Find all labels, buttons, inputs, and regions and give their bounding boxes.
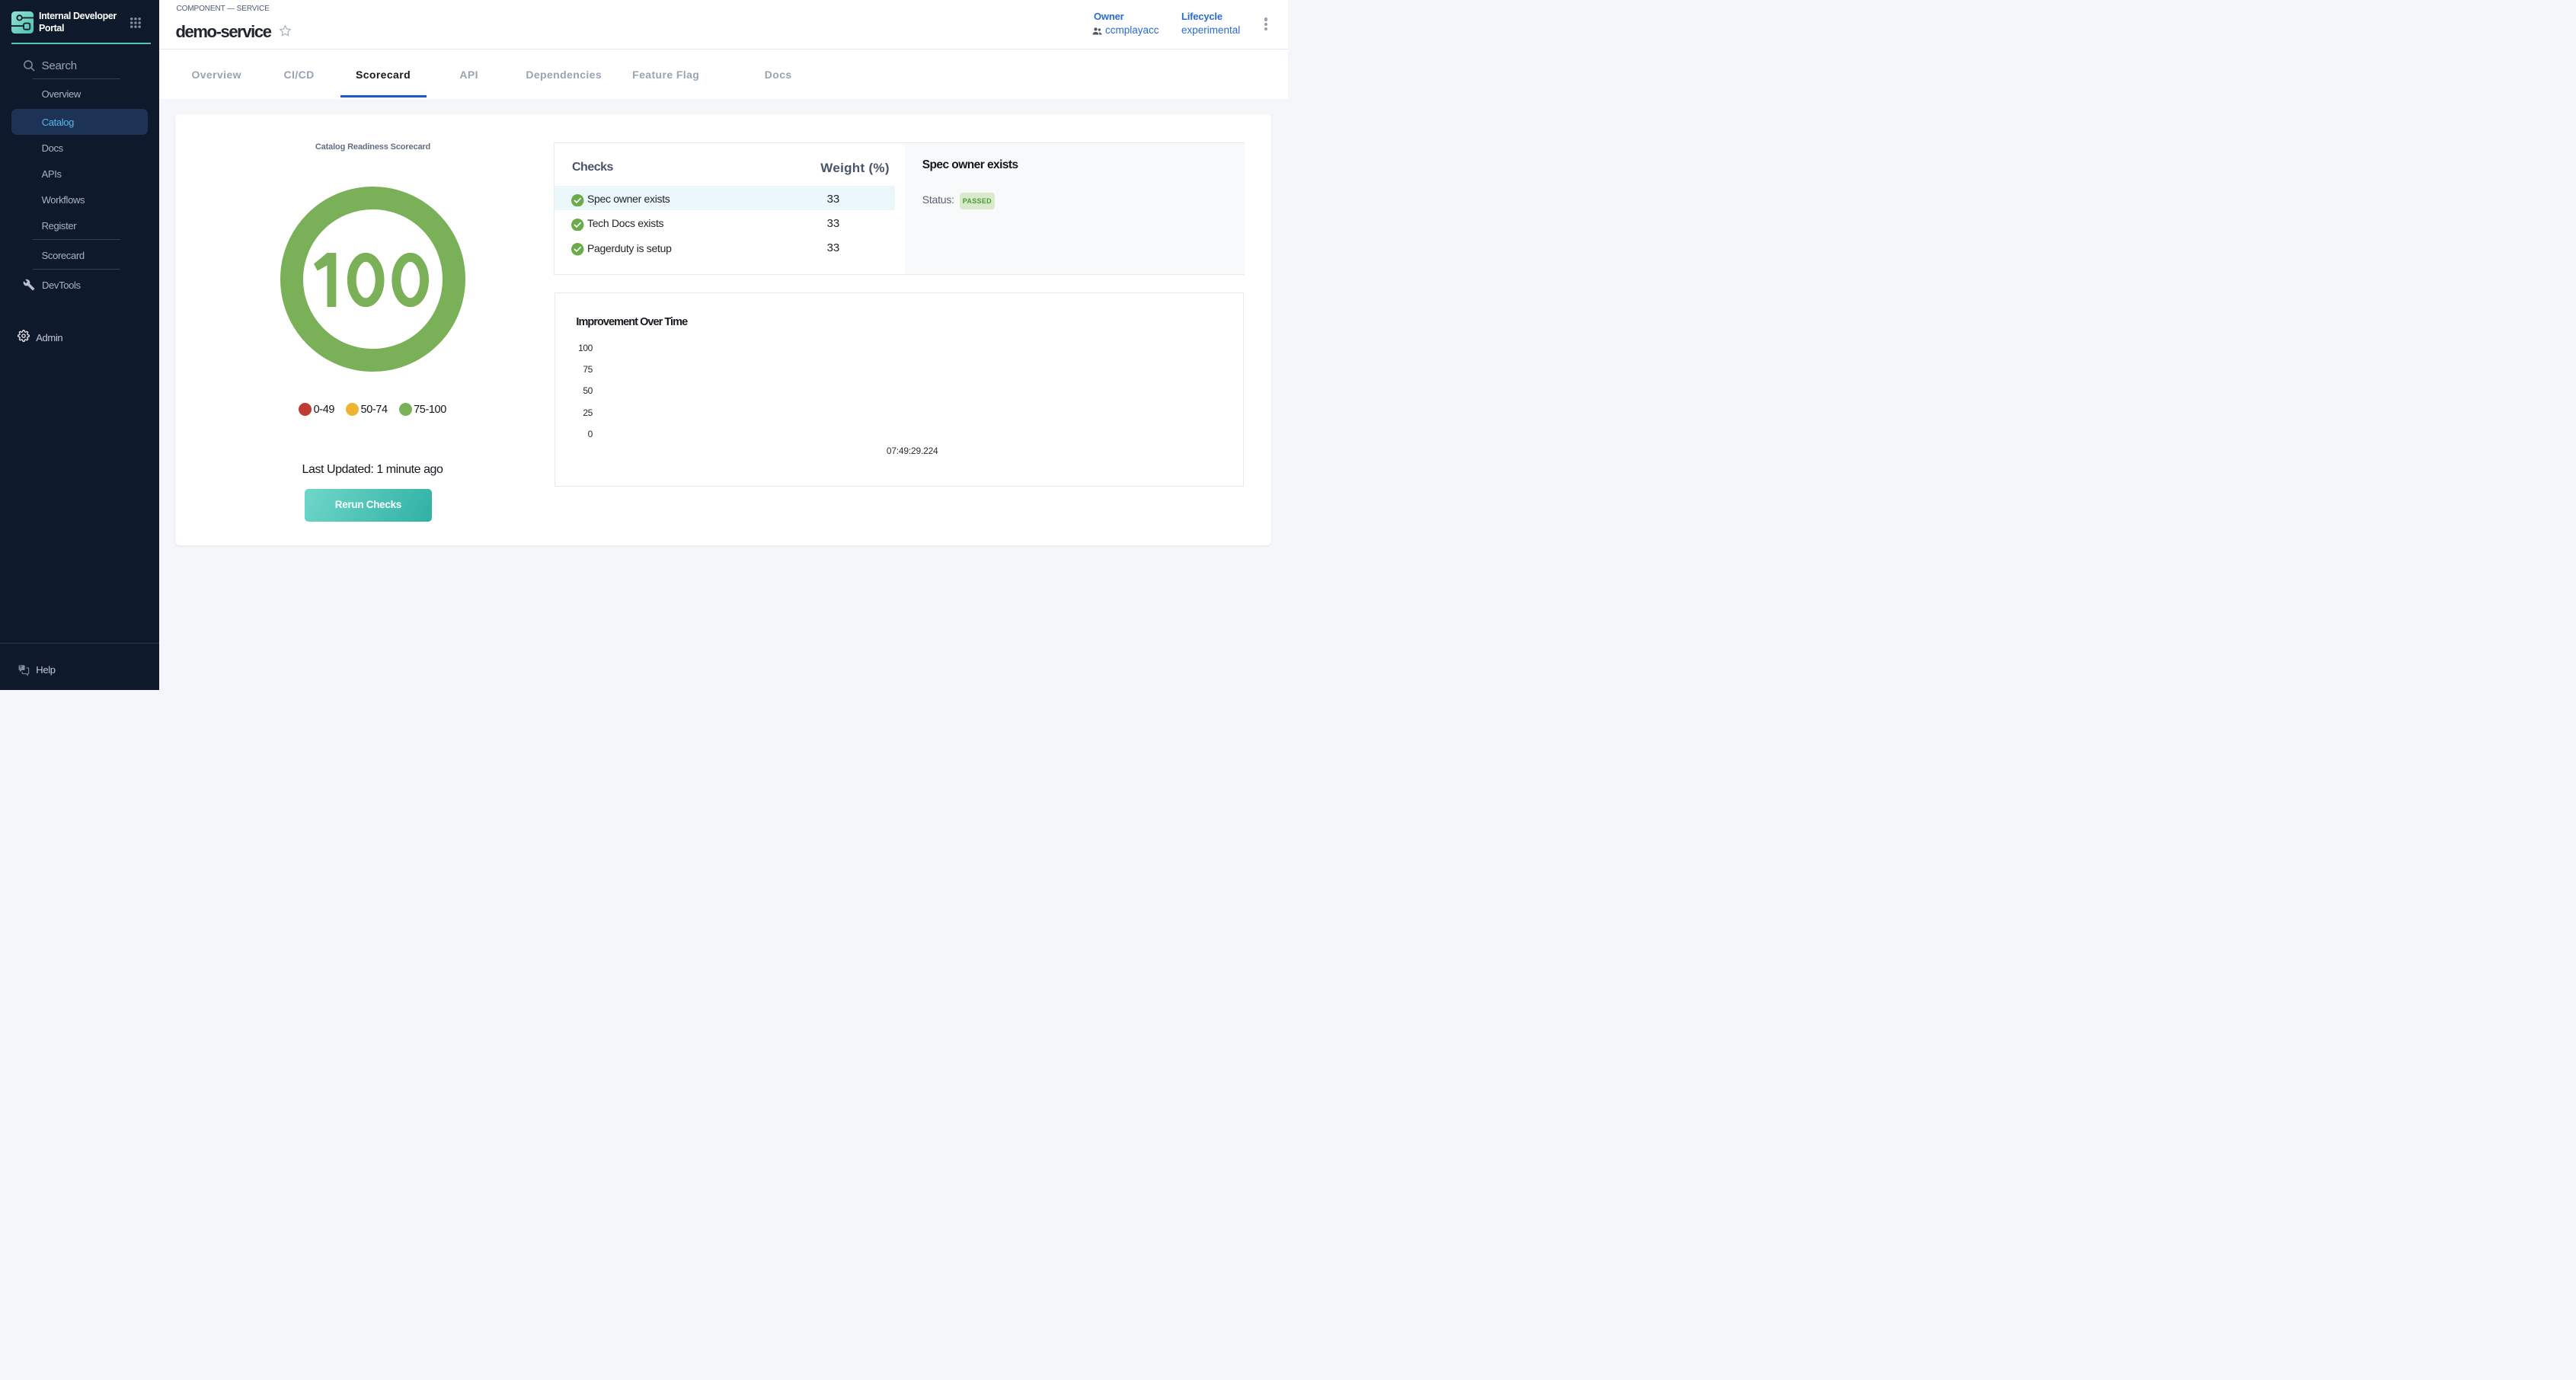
svg-text:?: ? [19, 666, 22, 670]
